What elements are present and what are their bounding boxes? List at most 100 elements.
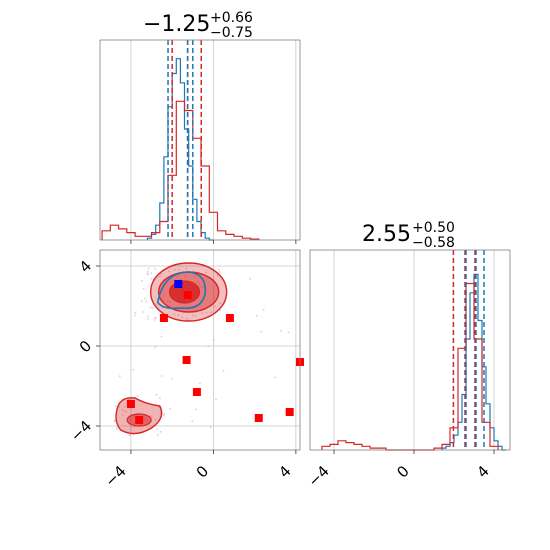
joint-sample-dot [116, 428, 118, 431]
joint-sample-dot [222, 369, 225, 372]
joint-sample-dot [209, 311, 212, 314]
joint-sample-dot [274, 376, 276, 379]
joint-sample-dot [145, 300, 148, 303]
joint-sample-dot [217, 268, 220, 271]
joint-sample-dot [194, 315, 197, 317]
joint-sample-dot [136, 395, 139, 398]
joint-scatter-panel: −4 0 4 −4 0 4 [67, 249, 304, 490]
title-top-sup: +0.66 [210, 10, 253, 26]
joint-sample-dot [213, 297, 216, 300]
joint-sample-dot [167, 300, 169, 303]
joint-sample-dot [163, 293, 166, 296]
joint-y-tick-label-0: −4 [67, 417, 95, 445]
joint-y-tick-label-1: 0 [76, 337, 95, 356]
joint-sample-dot [215, 398, 217, 401]
joint-sample-dot [185, 267, 188, 270]
joint-sample-dot [133, 314, 136, 317]
joint-sample-dot [159, 275, 162, 278]
joint-sample-dot [130, 425, 132, 428]
joint-sample-dot [150, 277, 153, 280]
joint-sample-dot [178, 268, 180, 271]
joint-sample-dot [124, 405, 126, 408]
joint-sample-dot [159, 430, 162, 433]
joint-sample-dot [177, 314, 180, 317]
joint-sample-dot [122, 414, 124, 416]
joint-sample-dot [146, 270, 149, 273]
joint-sample-dot [129, 434, 132, 436]
joint-x-tick-label-2: 4 [275, 462, 294, 481]
joint-sample-dot [132, 368, 135, 371]
joint-sample-dot [176, 275, 179, 278]
joint-sample-dot [262, 308, 265, 311]
joint-sample-dot [179, 278, 182, 281]
joint-sample-dot [192, 276, 195, 278]
joint-sample-dot [207, 345, 210, 348]
joint-sample-dot [142, 311, 145, 313]
joint-sample-dot [150, 415, 153, 418]
joint-sample-dot [205, 271, 208, 274]
joint-sample-dot [133, 426, 136, 428]
joint-x-tick-label-1: 0 [193, 462, 212, 481]
joint-sample-dot [171, 378, 174, 380]
joint-sample-dot [116, 426, 118, 429]
joint-sample-dot [147, 315, 150, 318]
joint-sample-dot [186, 317, 188, 320]
joint-sample-dot [169, 300, 172, 303]
right-x-tick-label-1: 0 [393, 462, 412, 481]
joint-sample-dot [154, 346, 157, 349]
joint-sample-dot [114, 405, 117, 408]
joint-sample-dot [219, 302, 221, 304]
joint-marker-red-0 [183, 291, 192, 299]
joint-sample-dot [159, 412, 162, 415]
joint-y-tick-label-2: 4 [76, 257, 95, 276]
joint-sample-dot [154, 317, 157, 319]
right-frame [309, 249, 511, 451]
joint-sample-dot [191, 314, 194, 317]
joint-sample-dot [140, 300, 143, 303]
joint-sample-dot [147, 318, 149, 320]
joint-marker-red-7 [135, 416, 144, 424]
joint-x-tick-label-0: −4 [101, 462, 129, 490]
joint-sample-dot [150, 272, 153, 275]
joint-sample-dot [121, 408, 124, 411]
joint-sample-dot [159, 397, 161, 399]
right-hist-1 [321, 282, 499, 451]
joint-sample-dot [199, 285, 202, 288]
joint-sample-dot [196, 280, 199, 283]
joint-sample-dot [162, 414, 165, 417]
joint-marker-red-8 [254, 414, 263, 422]
joint-marker-red-6 [126, 400, 135, 408]
joint-sample-dot [154, 267, 157, 270]
joint-sample-dot [195, 408, 198, 411]
joint-marker-red-2 [225, 314, 234, 322]
joint-marker-red-4 [192, 388, 201, 396]
title-top-value: −1.25 [143, 12, 210, 37]
joint-sample-dot [151, 307, 154, 310]
y-marginal-histogram: −4 0 4 [304, 249, 511, 490]
joint-sample-dot [199, 382, 201, 385]
joint-sample-dot [146, 273, 149, 276]
joint-sample-dot [123, 410, 126, 412]
joint-sample-dot [113, 419, 116, 422]
joint-sample-dot [147, 267, 150, 270]
joint-sample-dot [118, 406, 121, 408]
joint-marker-red-9 [285, 408, 294, 416]
joint-sample-dot [287, 331, 290, 334]
joint-sample-dot [155, 303, 158, 306]
top-hist-0 [146, 58, 214, 241]
joint-sample-dot [144, 297, 147, 300]
title-top: −1.25 +0.66 −0.75 [143, 10, 253, 41]
joint-sample-dot [163, 412, 166, 415]
joint-sample-dot [134, 312, 137, 314]
joint-sample-dot [153, 319, 156, 321]
joint-sample-dot [160, 273, 162, 275]
joint-sample-dot [260, 330, 263, 333]
joint-sample-dot [181, 316, 183, 319]
joint-sample-dot [198, 282, 201, 285]
title-right-sub: −0.58 [412, 235, 455, 251]
joint-sample-dot [141, 279, 143, 282]
title-top-sub: −0.75 [210, 25, 253, 41]
joint-sample-dot [209, 426, 212, 428]
joint-sample-dot [160, 375, 163, 377]
